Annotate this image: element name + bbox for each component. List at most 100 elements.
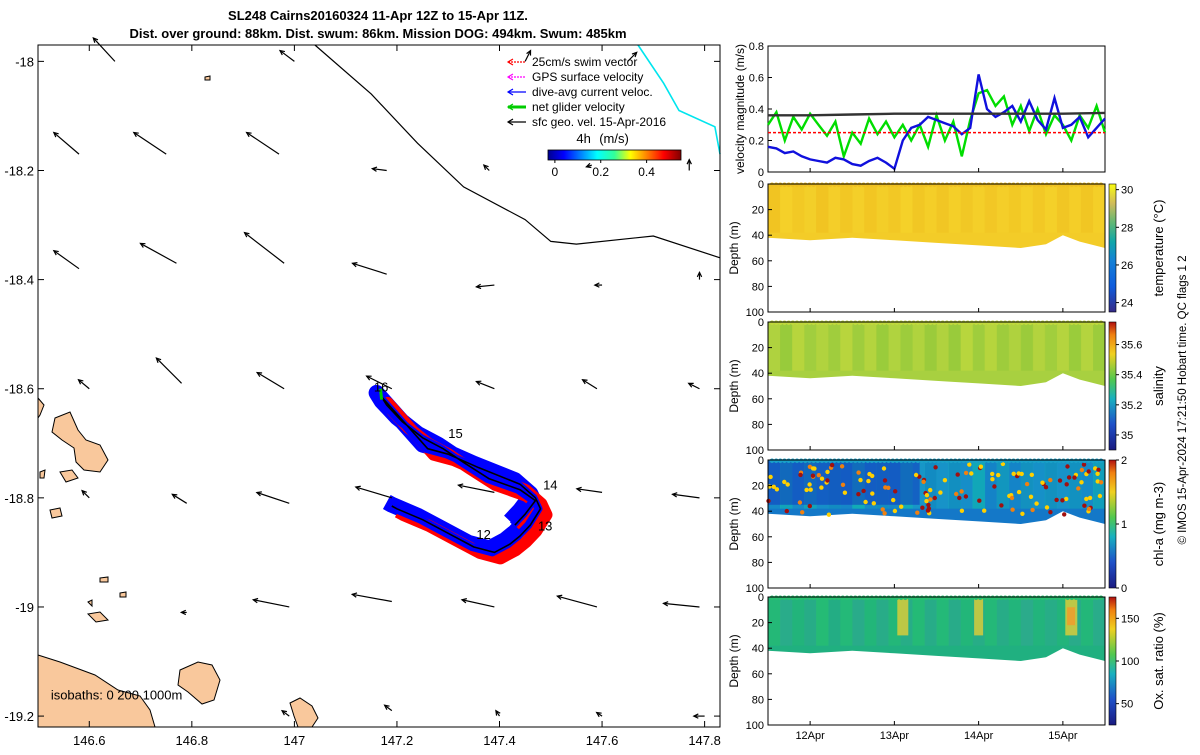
heatmap-band-1-0 (768, 323, 781, 371)
depth-axis-label-2: Depth (m) (727, 497, 741, 550)
surface-sample-dot (936, 182, 941, 188)
surface-sample-dot (1040, 182, 1045, 188)
chl-point (1011, 471, 1016, 476)
surface-sample-dot (1077, 320, 1083, 326)
surface-sample-dot (915, 595, 921, 601)
map-annotation-4: 13 (538, 519, 552, 534)
heatmap-band-3-13 (924, 598, 937, 646)
heatmap-band-3-9 (876, 598, 889, 646)
surface-sample-dot (932, 320, 937, 326)
surface-sample-dot (857, 320, 862, 326)
surface-sample-dot (1082, 595, 1087, 601)
chl-point (982, 508, 987, 513)
surface-sample-dot (828, 595, 833, 601)
surface-sample-dot (769, 182, 775, 188)
sfc-velocity-vector-26 (81, 490, 90, 499)
surface-sample-dot (1019, 182, 1025, 188)
depth-tick-label: 20 (752, 618, 764, 630)
colorbar-tick-label: 50 (1121, 699, 1133, 711)
sfc-velocity-vector-39 (281, 710, 290, 717)
heatmap-band-3-2 (792, 598, 805, 646)
chl-point (816, 473, 821, 478)
heatmap-band-3-26 (1080, 598, 1094, 646)
legend-arrowhead-4 (506, 118, 514, 126)
surface-sample-dot (1048, 595, 1054, 601)
chl-point (880, 507, 885, 512)
chl-point (867, 471, 872, 477)
surface-sample-dot (1048, 320, 1054, 326)
surface-sample-dot (773, 458, 779, 464)
chl-point (800, 510, 805, 515)
surface-sample-dot (1032, 320, 1037, 326)
legend-label-4: sfc geo. vel. 15-Apr-2016 (532, 115, 666, 129)
surface-sample-dot (1069, 458, 1075, 464)
surface-sample-dot (869, 595, 875, 601)
sfc-velocity-arrowhead-33 (179, 609, 187, 616)
surface-sample-dot (919, 182, 925, 188)
sfc-velocity-arrowhead-40 (383, 704, 390, 710)
sfc-velocity-arrowhead-25 (687, 382, 694, 388)
time-tick-label: 15Apr (1048, 730, 1078, 742)
heatmap-band-3-6 (840, 598, 853, 646)
surface-sample-dot (836, 182, 841, 188)
heatmap-band-1-16 (960, 323, 974, 371)
surface-sample-dot (1090, 182, 1095, 188)
sfc-velocity-vector-22 (366, 375, 393, 390)
surface-sample-dot (977, 595, 983, 601)
sfc-velocity-vector-3 (627, 51, 638, 62)
surface-sample-dot (832, 595, 837, 601)
surface-sample-dot (815, 458, 821, 464)
surface-sample-dot (948, 182, 954, 188)
colorbar-label-1: salinity (1151, 366, 1166, 406)
surface-sample-dot (903, 458, 908, 464)
chl-point (858, 477, 863, 483)
surface-sample-dot (1069, 595, 1075, 601)
sfc-velocity-arrowhead-23 (475, 380, 482, 386)
heatmap-band-3-5 (828, 598, 841, 646)
surface-sample-dot (882, 182, 887, 188)
surface-sample-dot (819, 320, 825, 326)
chl-point (1040, 480, 1045, 485)
surface-sample-dot (844, 182, 850, 188)
colorbar-label-0: temperature (°C) (1151, 200, 1166, 297)
depth-tick-label: 0 (758, 455, 764, 467)
chl-point (882, 478, 888, 483)
surface-sample-dot (1015, 595, 1020, 601)
heatmap-band-2-19 (996, 461, 1010, 509)
surface-sample-dot (882, 595, 887, 601)
imos-credit: © IMOS 15-Apr-2024 17:21:50 Hobart time.… (1177, 255, 1189, 544)
sfc-velocity-arrowhead-13 (139, 242, 146, 248)
surface-sample-dot (994, 458, 1000, 464)
depth-axis-label-3: Depth (m) (727, 634, 741, 687)
heatmap-band-1-11 (900, 323, 913, 371)
heatmap-band-1-14 (936, 323, 949, 371)
island-3 (39, 469, 46, 479)
heatmap-band-0-2 (792, 185, 805, 233)
heatmap-band-1-24 (1056, 323, 1070, 371)
sfc-velocity-vector-12 (53, 250, 80, 270)
surface-sample-dot (1086, 458, 1091, 464)
surface-sample-dot (798, 320, 804, 326)
island-1 (51, 411, 109, 473)
heatmap-band-0-21 (1020, 185, 1034, 233)
heatmap-band-2-23 (1044, 461, 1058, 509)
surface-sample-dot (973, 182, 979, 188)
heatmap-band-0-18 (984, 185, 998, 233)
depth-tick-label: 20 (752, 343, 764, 355)
chl-point (969, 471, 974, 476)
speed-colorbar-label: (m/s) (599, 131, 629, 146)
sfc-velocity-arrowhead-28 (255, 491, 262, 497)
surface-sample-dot (948, 458, 954, 464)
surface-sample-dot (932, 182, 937, 188)
chl-point (928, 497, 933, 502)
surface-sample-dot (861, 320, 866, 326)
surface-sample-dot (861, 182, 866, 188)
chl-point (1009, 495, 1015, 501)
island-11 (204, 75, 211, 81)
surface-sample-dot (811, 182, 816, 188)
chl-point (856, 492, 861, 497)
sfc-velocity-vector-8 (372, 168, 387, 172)
heatmap-band-3-23 (1044, 598, 1058, 646)
surface-sample-dot (998, 458, 1004, 464)
surface-sample-dot (890, 595, 896, 601)
